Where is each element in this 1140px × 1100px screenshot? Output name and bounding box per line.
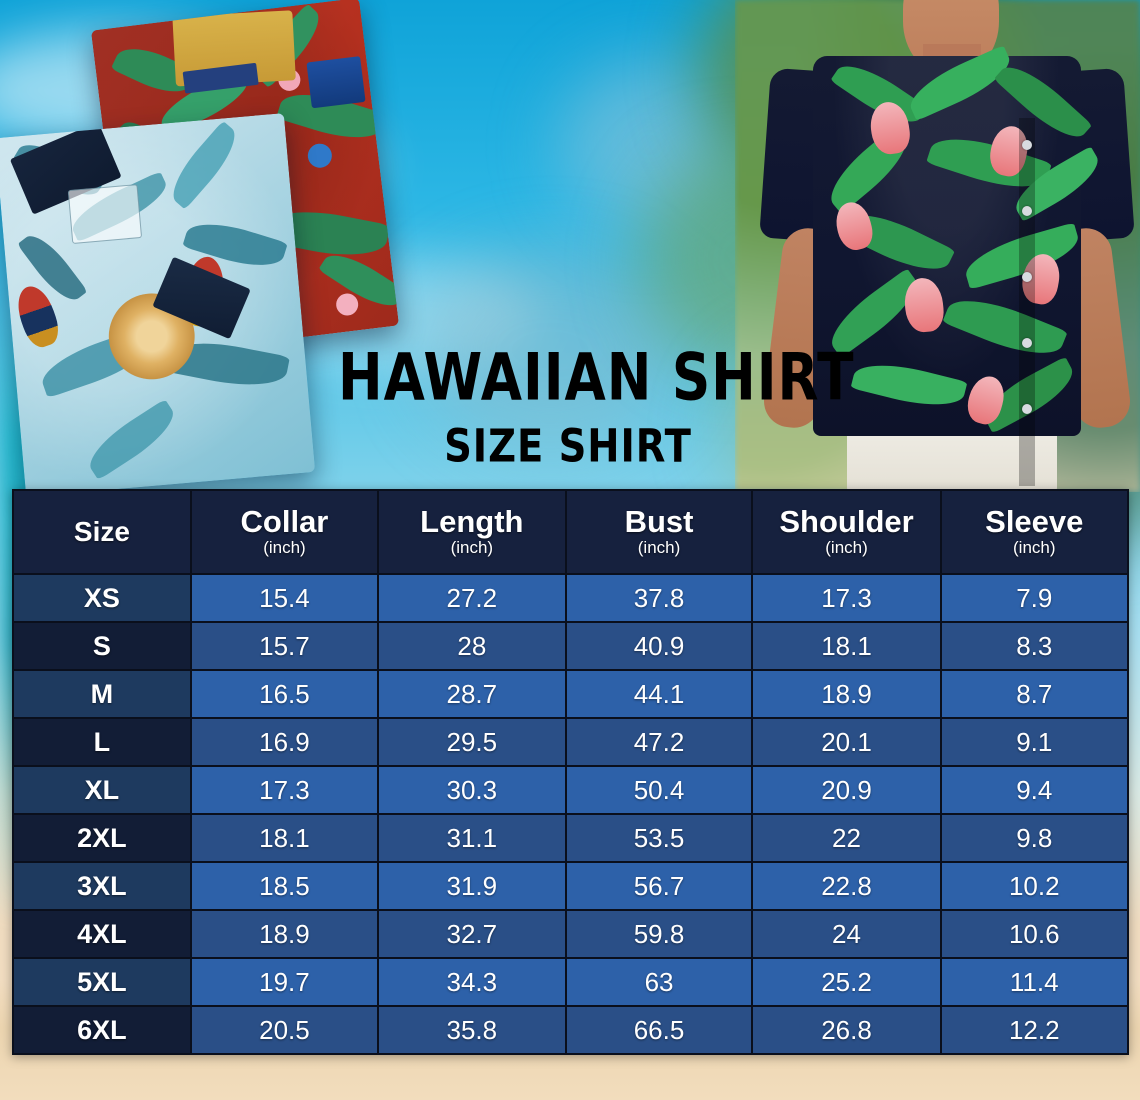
size-label-cell: M <box>14 671 190 717</box>
table-row: 4XL 18.9 32.7 59.8 24 10.6 <box>14 911 1127 957</box>
column-header-length: Length (inch) <box>379 491 565 573</box>
table-row: L 16.9 29.5 47.2 20.1 9.1 <box>14 719 1127 765</box>
measurement-cell-length: 30.3 <box>379 767 565 813</box>
measurement-cell-length: 29.5 <box>379 719 565 765</box>
navy-flamingo-shirt <box>813 45 1107 486</box>
measurement-cell-sleeve: 9.4 <box>941 767 1127 813</box>
measurement-cell-shoulder: 26.8 <box>753 1007 940 1053</box>
measurement-cell-shoulder: 24 <box>753 911 940 957</box>
size-chart-table: Size Collar (inch) Length (inch) Bust (i… <box>12 489 1129 1055</box>
measurement-cell-sleeve: 7.9 <box>941 575 1127 621</box>
size-label-cell: 4XL <box>14 911 190 957</box>
measurement-cell-length: 31.9 <box>379 863 565 909</box>
parrot-motif <box>11 281 64 352</box>
measurement-cell-shoulder: 25.2 <box>753 959 940 1005</box>
blue-hawaiian-shirt <box>0 113 316 497</box>
table-row: 3XL 18.5 31.9 56.7 22.8 10.2 <box>14 863 1127 909</box>
measurement-cell-sleeve: 8.3 <box>941 623 1127 669</box>
measurement-cell-collar: 18.9 <box>191 911 378 957</box>
table-row: XS 15.4 27.2 37.8 17.3 7.9 <box>14 575 1127 621</box>
table-row: S 15.7 28 40.9 18.1 8.3 <box>14 623 1127 669</box>
measurement-cell-shoulder: 20.9 <box>753 767 940 813</box>
measurement-cell-sleeve: 10.6 <box>941 911 1127 957</box>
foliage-blur <box>420 250 680 450</box>
measurement-cell-collar: 17.3 <box>191 767 378 813</box>
table-row: 2XL 18.1 31.1 53.5 22 9.8 <box>14 815 1127 861</box>
shirt-pocket <box>67 184 143 244</box>
table-row: 5XL 19.7 34.3 63 25.2 11.4 <box>14 959 1127 1005</box>
measurement-cell-length: 35.8 <box>379 1007 565 1053</box>
measurement-cell-bust: 37.8 <box>566 575 752 621</box>
measurement-cell-collar: 16.5 <box>191 671 378 717</box>
table-header-row: Size Collar (inch) Length (inch) Bust (i… <box>14 491 1127 573</box>
measurement-cell-collar: 19.7 <box>191 959 378 1005</box>
measurement-cell-bust: 63 <box>566 959 752 1005</box>
measurement-cell-bust: 40.9 <box>566 623 752 669</box>
measurement-cell-length: 28 <box>379 623 565 669</box>
table-row: 6XL 20.5 35.8 66.5 26.8 12.2 <box>14 1007 1127 1053</box>
size-label-cell: L <box>14 719 190 765</box>
page-title: HAWAIIAN SHIRT <box>338 338 855 416</box>
measurement-cell-collar: 15.4 <box>191 575 378 621</box>
measurement-cell-sleeve: 10.2 <box>941 863 1127 909</box>
size-label-cell: S <box>14 623 190 669</box>
model-photo <box>735 0 1140 492</box>
measurement-cell-bust: 56.7 <box>566 863 752 909</box>
measurement-cell-sleeve: 8.7 <box>941 671 1127 717</box>
shirt-button-placket <box>1019 118 1035 486</box>
table-row: M 16.5 28.7 44.1 18.9 8.7 <box>14 671 1127 717</box>
measurement-cell-shoulder: 22.8 <box>753 863 940 909</box>
measurement-cell-shoulder: 22 <box>753 815 940 861</box>
size-label-cell: 2XL <box>14 815 190 861</box>
measurement-cell-sleeve: 9.8 <box>941 815 1127 861</box>
column-header-collar: Collar (inch) <box>191 491 378 573</box>
measurement-cell-shoulder: 18.1 <box>753 623 940 669</box>
measurement-cell-collar: 18.5 <box>191 863 378 909</box>
size-label-cell: 3XL <box>14 863 190 909</box>
measurement-cell-length: 32.7 <box>379 911 565 957</box>
measurement-cell-length: 31.1 <box>379 815 565 861</box>
page-subtitle: SIZE SHIRT <box>444 419 692 473</box>
measurement-cell-length: 34.3 <box>379 959 565 1005</box>
measurement-cell-collar: 20.5 <box>191 1007 378 1053</box>
measurement-cell-length: 28.7 <box>379 671 565 717</box>
column-header-bust: Bust (inch) <box>566 491 752 573</box>
measurement-cell-bust: 53.5 <box>566 815 752 861</box>
measurement-cell-collar: 16.9 <box>191 719 378 765</box>
measurement-cell-collar: 18.1 <box>191 815 378 861</box>
measurement-cell-shoulder: 17.3 <box>753 575 940 621</box>
size-label-cell: XL <box>14 767 190 813</box>
measurement-cell-shoulder: 20.1 <box>753 719 940 765</box>
size-label-cell: 5XL <box>14 959 190 1005</box>
measurement-cell-collar: 15.7 <box>191 623 378 669</box>
measurement-cell-bust: 59.8 <box>566 911 752 957</box>
measurement-cell-sleeve: 11.4 <box>941 959 1127 1005</box>
measurement-cell-bust: 50.4 <box>566 767 752 813</box>
measurement-cell-sleeve: 12.2 <box>941 1007 1127 1053</box>
measurement-cell-sleeve: 9.1 <box>941 719 1127 765</box>
column-header-sleeve: Sleeve (inch) <box>941 491 1127 573</box>
measurement-cell-bust: 66.5 <box>566 1007 752 1053</box>
measurement-cell-bust: 47.2 <box>566 719 752 765</box>
shirt-hang-tag <box>306 56 366 109</box>
size-label-cell: 6XL <box>14 1007 190 1053</box>
column-header-shoulder: Shoulder (inch) <box>753 491 940 573</box>
table-row: XL 17.3 30.3 50.4 20.9 9.4 <box>14 767 1127 813</box>
measurement-cell-shoulder: 18.9 <box>753 671 940 717</box>
measurement-cell-bust: 44.1 <box>566 671 752 717</box>
measurement-cell-length: 27.2 <box>379 575 565 621</box>
title-block: HAWAIIAN SHIRT SIZE SHIRT <box>318 338 855 473</box>
size-label-cell: XS <box>14 575 190 621</box>
column-header-size: Size <box>14 491 190 573</box>
